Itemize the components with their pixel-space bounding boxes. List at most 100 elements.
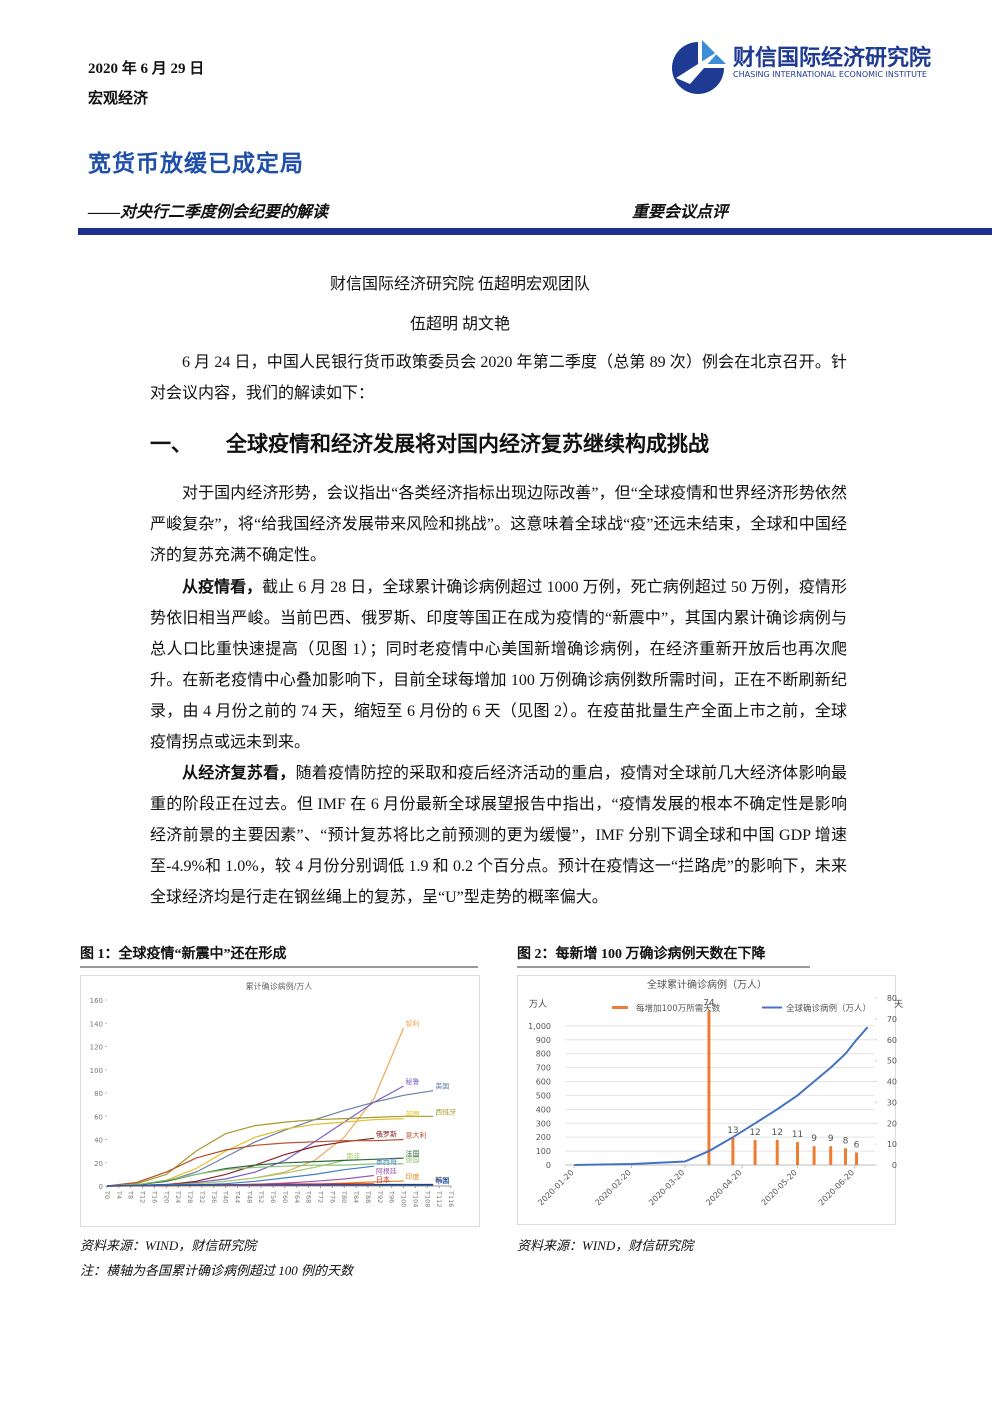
logo-icon bbox=[672, 40, 726, 94]
series-label: 智利 bbox=[406, 1019, 420, 1028]
x-tick-label: 2020-05-20 bbox=[760, 1168, 799, 1207]
x-tick-label: T80 bbox=[340, 1190, 348, 1203]
data-label: 13 bbox=[727, 1126, 738, 1136]
x-tick-label: T0 bbox=[103, 1190, 111, 1199]
data-label: 8 bbox=[843, 1136, 849, 1146]
section-number: 一、 bbox=[150, 432, 192, 456]
y2-tick-label: 40 bbox=[887, 1078, 897, 1087]
paragraph: 6 月 24 日，中国人民银行货币政策委员会 2020 年第二季度（总第 89 … bbox=[150, 354, 847, 402]
bar bbox=[731, 1137, 735, 1165]
series-label: 韩国 bbox=[435, 1175, 449, 1184]
x-tick-label: T24 bbox=[174, 1190, 182, 1203]
paragraph-lead: 从疫情看， bbox=[182, 579, 263, 596]
series-line bbox=[106, 1085, 404, 1187]
y-tick-label: 700 bbox=[536, 1064, 551, 1073]
series-label: 德国 bbox=[406, 1155, 420, 1164]
y-tick-label: 300 bbox=[536, 1119, 551, 1128]
y-tick-label: 40 bbox=[94, 1137, 103, 1145]
figure-source: 资料来源：WIND，财信研究院 bbox=[80, 1238, 257, 1253]
paragraph-text: 对于国内经济形势，会议指出“各类经济指标出现边际改善”，但“全球疫情和世界经济形… bbox=[150, 485, 847, 564]
x-tick-label: T4 bbox=[115, 1190, 123, 1199]
data-label: 12 bbox=[749, 1128, 760, 1138]
header-bar bbox=[78, 228, 992, 235]
paragraph: 从疫情看，截止 6 月 28 日，全球累计确诊病例超过 1000 万例，死亡病例… bbox=[150, 572, 847, 758]
y-tick-label: 60 bbox=[94, 1113, 103, 1121]
chart-title: 全球累计确诊病例（万人） bbox=[647, 978, 767, 991]
y2-tick-label: 20 bbox=[887, 1119, 897, 1128]
y-tick-label: 500 bbox=[536, 1091, 551, 1100]
y-tick-label: 900 bbox=[536, 1036, 551, 1045]
series-line bbox=[106, 1163, 404, 1187]
axis-label: 天 bbox=[894, 1000, 903, 1010]
series-label: 印度 bbox=[406, 1172, 420, 1181]
report-subtitle: ——对央行二季度例会纪要的解读 bbox=[88, 204, 329, 221]
series-label: 英国 bbox=[406, 1110, 420, 1119]
authors: 伍超明 胡文艳 bbox=[409, 316, 510, 333]
series-label: 阿根廷 bbox=[376, 1167, 397, 1176]
y-tick-label: 80 bbox=[94, 1090, 103, 1098]
x-tick-label: T96 bbox=[388, 1190, 396, 1203]
chart: 全球累计确诊病例（万人）万人 天0100200300400500600700800… bbox=[517, 975, 903, 1225]
legend-label: 全球确诊病例（万人） bbox=[786, 1003, 871, 1014]
y2-tick-label: 10 bbox=[887, 1140, 897, 1149]
data-label: 74 bbox=[703, 999, 715, 1009]
x-tick-label: T44 bbox=[233, 1190, 241, 1203]
x-tick-label: T40 bbox=[222, 1190, 230, 1203]
figure-source: 资料来源：WIND，财信研究院 bbox=[517, 1238, 694, 1253]
x-tick-label: T72 bbox=[317, 1190, 325, 1203]
x-tick-label: T64 bbox=[293, 1190, 301, 1203]
y-tick-label: 1,000 bbox=[528, 1022, 551, 1031]
organization: 财信国际经济研究院 伍超明宏观团队 bbox=[329, 276, 590, 293]
series-label: 法国 bbox=[406, 1149, 420, 1158]
x-tick-label: T76 bbox=[328, 1190, 336, 1203]
chart-title: 累计确诊病例/万人 bbox=[246, 981, 313, 991]
x-tick-label: T8 bbox=[127, 1190, 135, 1199]
x-tick-label: 2020-06-20 bbox=[817, 1168, 856, 1207]
data-label: 12 bbox=[771, 1128, 782, 1138]
x-tick-label: T84 bbox=[352, 1190, 360, 1203]
bar bbox=[812, 1146, 816, 1165]
paragraph-text: 截止 6 月 28 日，全球累计确诊病例超过 1000 万例，死亡病例超过 50… bbox=[150, 579, 847, 751]
series-label: 俄罗斯 bbox=[376, 1129, 397, 1138]
y-tick-label: 100 bbox=[536, 1147, 551, 1156]
figure-note: 注：横轴为各国累计确诊病例超过 100 例的天数 bbox=[80, 1263, 354, 1278]
paragraph-lead: 从经济复苏看， bbox=[182, 765, 296, 782]
y2-tick-label: 50 bbox=[887, 1057, 897, 1066]
paragraph: 对于国内经济形势，会议指出“各类经济指标出现边际改善”，但“全球疫情和世界经济形… bbox=[150, 478, 847, 571]
data-label: 6 bbox=[854, 1140, 860, 1150]
y-tick-label: 140 bbox=[90, 1020, 103, 1028]
x-tick-label: T52 bbox=[257, 1190, 265, 1203]
y2-tick-label: 70 bbox=[887, 1015, 897, 1024]
report-title: 宽货币放缓已成定局 bbox=[88, 151, 304, 176]
x-tick-label: T48 bbox=[245, 1190, 253, 1203]
series-label: 中国 bbox=[435, 1176, 449, 1185]
bar bbox=[753, 1139, 757, 1165]
y-tick-label: 800 bbox=[536, 1050, 551, 1059]
y-tick-label: 0 bbox=[99, 1183, 103, 1191]
x-tick-label: T100 bbox=[400, 1190, 408, 1207]
x-tick-label: T20 bbox=[162, 1190, 170, 1203]
series-line bbox=[106, 1157, 404, 1187]
series-label: 秘鲁 bbox=[406, 1077, 420, 1086]
logo-text: 财信国际经济研究院 bbox=[733, 46, 932, 71]
section-title: 全球疫情和经济发展将对国内经济复苏继续构成挑战 bbox=[226, 432, 709, 456]
y-tick-label: 160 bbox=[90, 997, 103, 1005]
y-tick-label: 100 bbox=[90, 1067, 103, 1075]
x-tick-label: T36 bbox=[210, 1190, 218, 1203]
series-label: 墨西哥 bbox=[376, 1158, 397, 1166]
figure-title: 图 2：每新增 100 万确诊病例天数在下降 bbox=[517, 943, 810, 968]
x-tick-label: 2020-01-20 bbox=[536, 1168, 575, 1207]
series-line bbox=[106, 1115, 434, 1187]
y2-tick-label: 0 bbox=[892, 1161, 897, 1170]
series-label: 日本 bbox=[376, 1175, 390, 1184]
y-tick-label: 400 bbox=[536, 1105, 551, 1114]
report-category: 宏观经济 bbox=[88, 91, 149, 107]
x-tick-label: T92 bbox=[376, 1190, 384, 1203]
x-tick-label: T104 bbox=[411, 1190, 419, 1207]
series-line bbox=[574, 1026, 869, 1166]
bar bbox=[796, 1142, 799, 1165]
y2-tick-label: 80 bbox=[887, 994, 897, 1003]
x-tick-label: T60 bbox=[281, 1190, 289, 1203]
